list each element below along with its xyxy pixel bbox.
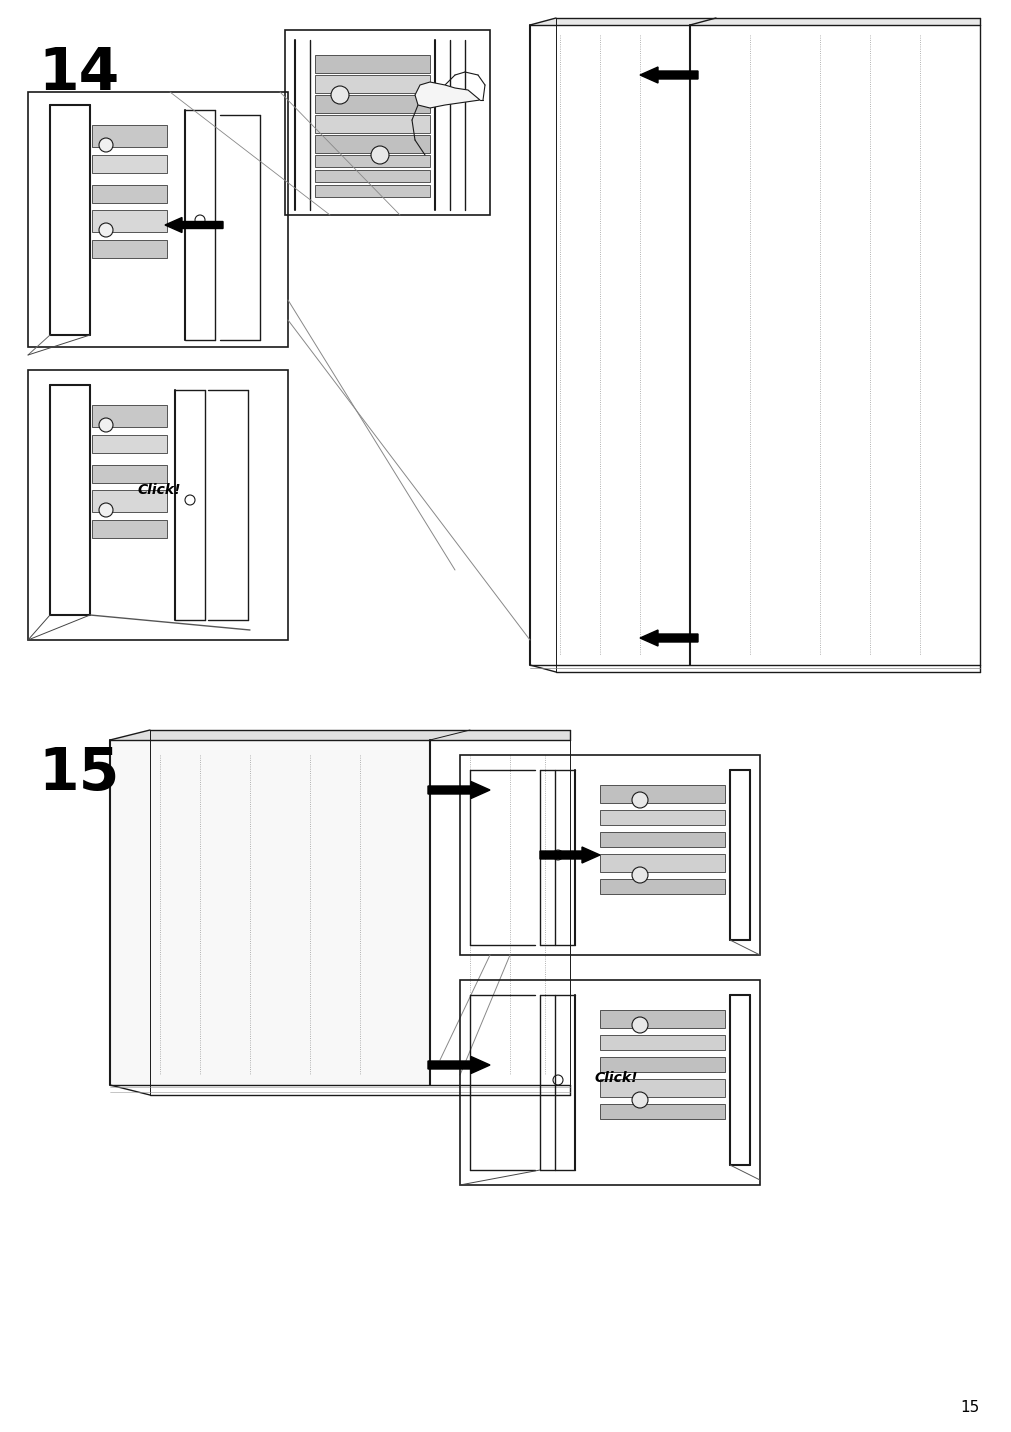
Bar [600,879,724,894]
Bar [92,405,167,427]
Polygon shape [110,730,569,740]
Bar [92,435,167,453]
Circle shape [371,146,388,165]
Bar [314,185,430,198]
Bar [460,755,759,955]
Circle shape [632,1017,647,1032]
Bar [314,170,430,182]
Polygon shape [639,67,698,83]
Polygon shape [110,740,430,1085]
Text: Click!: Click! [137,483,181,497]
Circle shape [99,137,113,152]
Bar [92,211,167,232]
Polygon shape [530,19,979,24]
Polygon shape [415,82,479,107]
Bar [92,490,167,513]
Circle shape [632,792,647,808]
Bar [285,30,489,215]
Bar [314,74,430,93]
Bar [600,853,724,872]
Polygon shape [165,218,222,232]
Text: 15: 15 [959,1400,979,1415]
Bar [92,185,167,203]
Circle shape [99,418,113,432]
Circle shape [331,86,349,105]
Bar [600,1035,724,1050]
Circle shape [99,223,113,238]
Bar [92,465,167,483]
Text: Click!: Click! [594,1071,638,1085]
Polygon shape [639,630,698,646]
Bar [600,1010,724,1028]
Bar [600,832,724,846]
Bar [92,155,167,173]
Bar [600,1057,724,1073]
Circle shape [632,866,647,884]
Bar [600,785,724,803]
Bar [314,95,430,113]
Bar [92,520,167,538]
Circle shape [632,1093,647,1108]
Text: 15: 15 [38,745,119,802]
Polygon shape [540,846,600,863]
Bar [600,1078,724,1097]
Bar [92,241,167,258]
Bar [460,979,759,1186]
Bar [314,155,430,168]
Bar [92,125,167,147]
Polygon shape [428,1057,489,1074]
Circle shape [99,503,113,517]
Bar [28,369,288,640]
Bar [28,92,288,347]
Polygon shape [428,782,489,799]
Bar [314,115,430,133]
Bar [314,135,430,153]
Bar [600,1104,724,1118]
Bar [314,54,430,73]
Bar [600,811,724,825]
Text: 14: 14 [38,44,119,102]
